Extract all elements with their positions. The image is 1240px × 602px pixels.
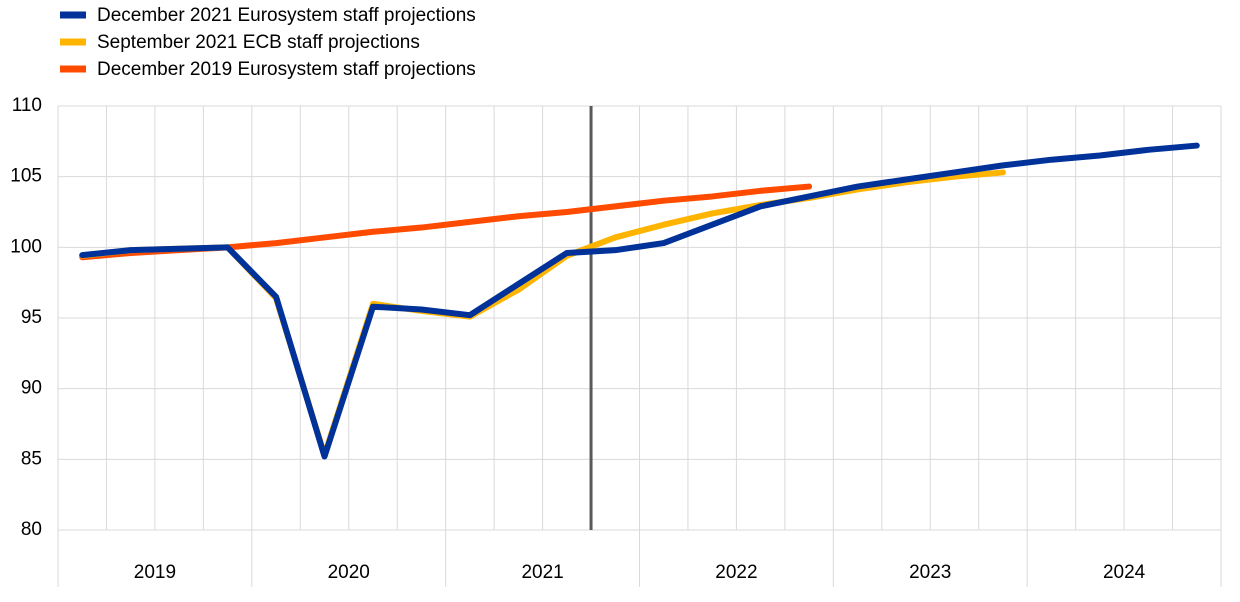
x-group-label: 2024	[1103, 562, 1146, 583]
y-tick-label: 85	[21, 448, 42, 469]
y-tick-label: 95	[21, 307, 42, 328]
legend-label: September 2021 ECB staff projections	[97, 32, 420, 53]
x-group-label: 2023	[909, 562, 951, 583]
y-tick-label: 105	[10, 166, 42, 187]
y-tick-label: 90	[21, 378, 42, 399]
x-group-label: 2019	[134, 562, 176, 583]
x-group-label: 2022	[715, 562, 757, 583]
x-group-label: 2020	[328, 562, 370, 583]
y-tick-label: 100	[10, 236, 42, 257]
x-group-label: 2021	[521, 562, 563, 583]
series-line	[79, 142, 1200, 460]
y-tick-label: 80	[21, 519, 42, 540]
legend-label: December 2019 Eurosystem staff projectio…	[97, 59, 476, 80]
y-tick-label: 110	[12, 95, 42, 116]
legend-label: December 2021 Eurosystem staff projectio…	[97, 5, 476, 26]
